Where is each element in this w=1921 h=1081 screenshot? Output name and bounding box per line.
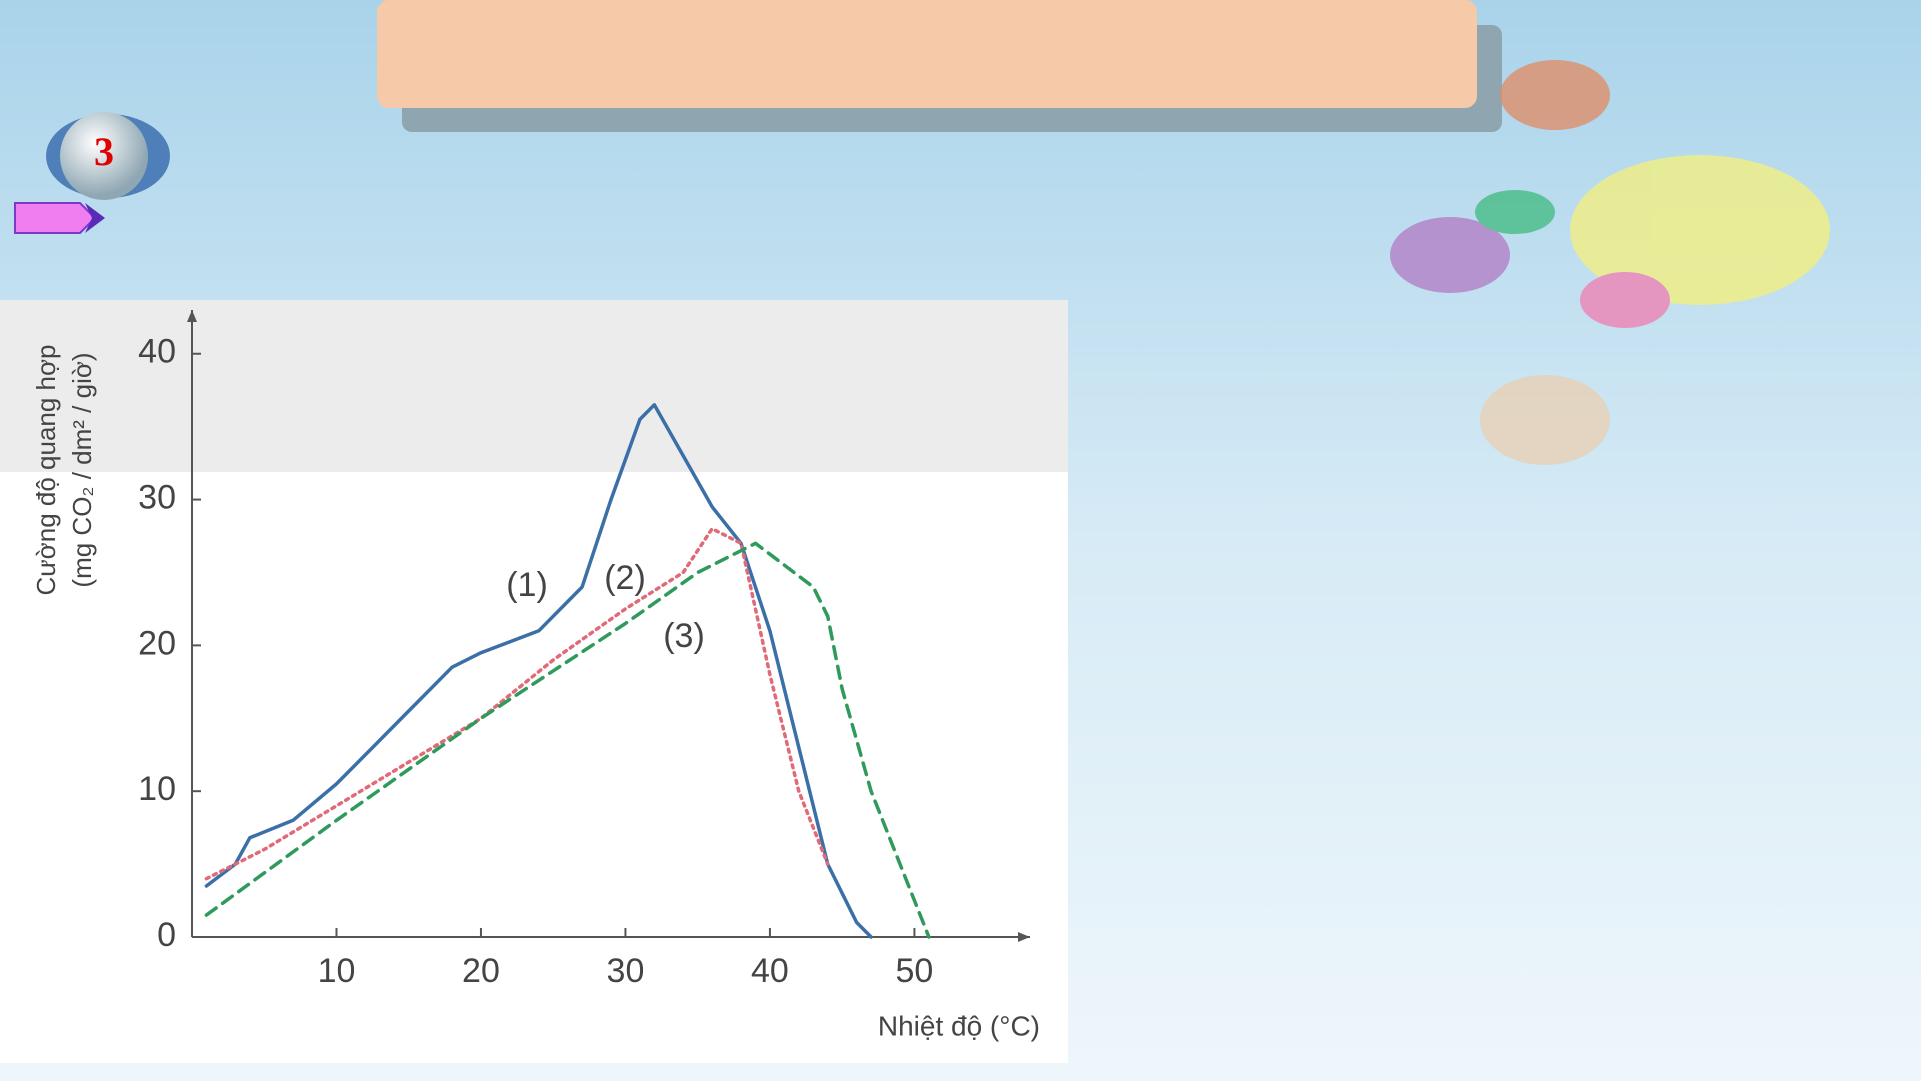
x-tick-label: 30 [607,952,645,990]
curve-label: (2) [604,559,646,597]
x-tick-label: 10 [318,952,356,990]
x-tick-label: 20 [462,952,500,990]
y-axis-label: (mg CO₂ / dm² / giờ) [67,352,97,587]
line-series [204,403,873,939]
line-series [204,541,931,939]
chart: 10 20 30 40 50 0 10 20 30 40 Nhiệt độ (°C) Cường độ… [31,310,1040,1041]
y-tick-label: 40 [138,333,176,371]
badge [60,112,148,200]
y-axis-label: Cường độ quang hợp [31,344,61,595]
curve-label: (1) [506,566,548,604]
y-axis-arrow [187,310,197,322]
x-axis-label: Nhiệt độ (°C) [878,1010,1040,1041]
y-tick-label: 20 [138,624,176,662]
chart-header-band [0,300,1068,472]
y-tick-label: 30 [138,479,176,517]
curve-label: (3) [663,617,705,655]
x-tick-label: 40 [751,952,789,990]
title-bar [377,0,1477,108]
arrow-icon [14,202,97,234]
y-tick-label: 0 [157,916,176,954]
badge-number: 3 [94,129,114,174]
arrow-icon [85,203,105,233]
y-tick-label: 10 [138,770,176,808]
line-series [204,526,830,881]
x-axis-arrow [1018,932,1030,942]
butterflies [1390,60,1830,465]
x-tick-label: 50 [895,952,933,990]
